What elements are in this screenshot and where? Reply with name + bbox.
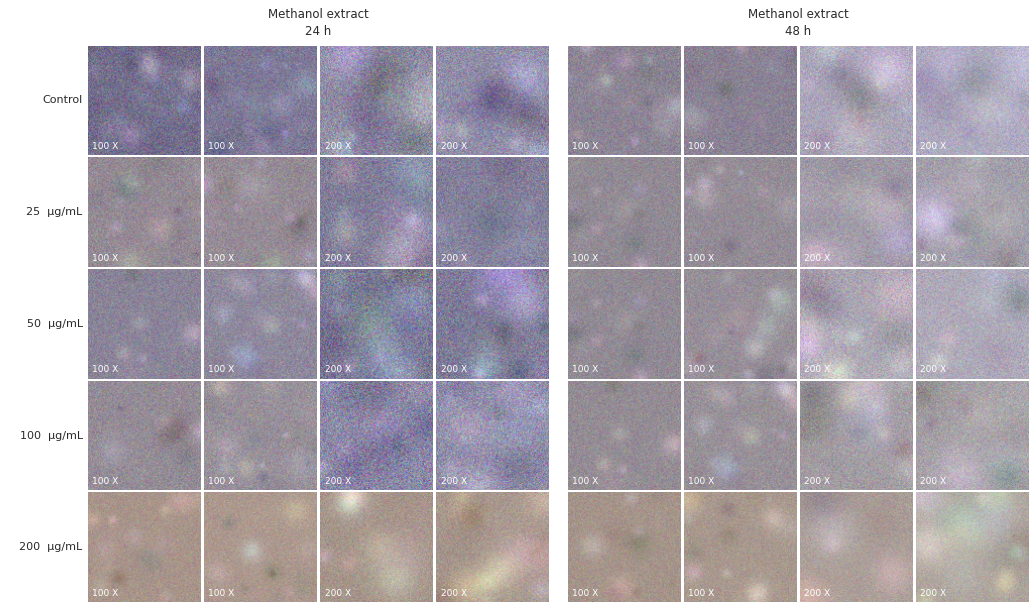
Text: 200 X: 200 X	[325, 365, 351, 375]
Text: 200 X: 200 X	[804, 254, 830, 263]
Text: 200 X: 200 X	[920, 477, 946, 486]
Text: 200 X: 200 X	[920, 142, 946, 151]
Text: 100 X: 100 X	[689, 365, 714, 375]
Bar	[88, 267, 1034, 269]
Bar	[88, 379, 1034, 381]
Text: 100 X: 100 X	[689, 477, 714, 486]
Bar	[88, 155, 1034, 157]
Text: 100 X: 100 X	[572, 142, 599, 151]
Text: 100 X: 100 X	[689, 142, 714, 151]
Text: 100 X: 100 X	[572, 477, 599, 486]
Text: 100 X: 100 X	[572, 365, 599, 375]
Text: 200 X: 200 X	[920, 254, 946, 263]
Bar	[88, 490, 1034, 492]
Text: 24 h: 24 h	[305, 25, 332, 38]
Text: 100 X: 100 X	[92, 477, 119, 486]
Text: 100 X: 100 X	[572, 589, 599, 598]
Text: 50  μg/mL: 50 μg/mL	[27, 319, 83, 329]
Text: 100 X: 100 X	[209, 142, 235, 151]
Text: 200 X: 200 X	[920, 589, 946, 598]
Text: Methanol extract: Methanol extract	[268, 8, 369, 21]
Text: 100 X: 100 X	[689, 254, 714, 263]
Text: 100 X: 100 X	[209, 589, 235, 598]
Text: 200 X: 200 X	[804, 477, 830, 486]
Text: 100 X: 100 X	[92, 589, 119, 598]
Text: 200 X: 200 X	[440, 254, 466, 263]
Text: 200 X: 200 X	[440, 365, 466, 375]
Text: 200 X: 200 X	[804, 142, 830, 151]
Text: 100 X: 100 X	[209, 365, 235, 375]
Text: 48 h: 48 h	[785, 25, 812, 38]
Text: 200 X: 200 X	[325, 589, 351, 598]
Text: 200 X: 200 X	[440, 142, 466, 151]
Text: 200 X: 200 X	[920, 365, 946, 375]
Text: 200  μg/mL: 200 μg/mL	[20, 542, 83, 552]
Text: Methanol extract: Methanol extract	[748, 8, 849, 21]
Text: 200 X: 200 X	[325, 477, 351, 486]
Text: 200 X: 200 X	[325, 254, 351, 263]
Text: 200 X: 200 X	[804, 589, 830, 598]
Text: 100 X: 100 X	[92, 254, 119, 263]
Text: 100 X: 100 X	[572, 254, 599, 263]
Text: 200 X: 200 X	[440, 477, 466, 486]
Text: 25  μg/mL: 25 μg/mL	[27, 207, 83, 217]
Text: Control: Control	[42, 95, 83, 106]
Text: 100 X: 100 X	[209, 477, 235, 486]
Text: 100 X: 100 X	[209, 254, 235, 263]
Text: 200 X: 200 X	[804, 365, 830, 375]
Text: 100 X: 100 X	[689, 589, 714, 598]
Text: 200 X: 200 X	[325, 142, 351, 151]
Text: 100  μg/mL: 100 μg/mL	[20, 430, 83, 441]
Text: 200 X: 200 X	[440, 589, 466, 598]
Text: 100 X: 100 X	[92, 365, 119, 375]
Text: 100 X: 100 X	[92, 142, 119, 151]
